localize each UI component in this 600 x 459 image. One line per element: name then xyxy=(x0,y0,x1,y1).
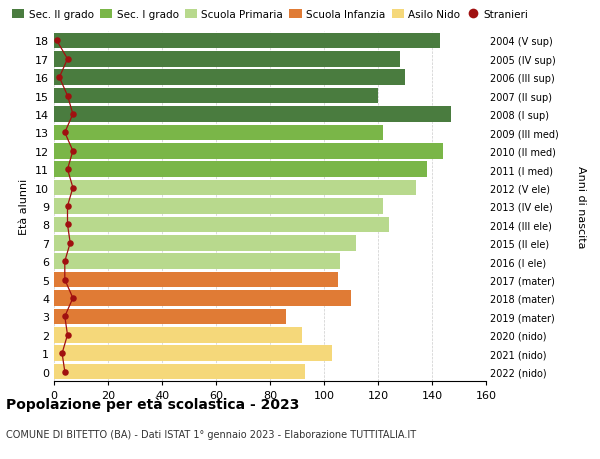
Y-axis label: Anni di nascita: Anni di nascita xyxy=(575,165,586,248)
Text: COMUNE DI BITETTO (BA) - Dati ISTAT 1° gennaio 2023 - Elaborazione TUTTITALIA.IT: COMUNE DI BITETTO (BA) - Dati ISTAT 1° g… xyxy=(6,429,416,439)
Legend: Sec. II grado, Sec. I grado, Scuola Primaria, Scuola Infanzia, Asilo Nido, Stran: Sec. II grado, Sec. I grado, Scuola Prim… xyxy=(12,10,528,20)
Bar xyxy=(54,162,427,178)
Bar xyxy=(54,89,378,104)
Point xyxy=(60,313,70,320)
Bar xyxy=(54,291,351,306)
Text: Popolazione per età scolastica - 2023: Popolazione per età scolastica - 2023 xyxy=(6,397,299,412)
Bar xyxy=(54,107,451,123)
Bar xyxy=(54,144,443,159)
Bar xyxy=(54,70,405,86)
Point xyxy=(68,185,78,192)
Point xyxy=(63,221,72,229)
Point xyxy=(68,148,78,155)
Point xyxy=(68,295,78,302)
Bar xyxy=(54,125,383,141)
Point xyxy=(63,331,72,339)
Bar xyxy=(54,180,416,196)
Point xyxy=(68,111,78,118)
Point xyxy=(60,258,70,265)
Point xyxy=(52,38,62,45)
Bar xyxy=(54,272,337,288)
Point xyxy=(55,74,64,82)
Point xyxy=(65,240,75,247)
Bar xyxy=(54,327,302,343)
Point xyxy=(63,166,72,174)
Point xyxy=(63,56,72,63)
Point xyxy=(60,129,70,137)
Point xyxy=(58,350,67,357)
Bar xyxy=(54,199,383,214)
Bar xyxy=(54,235,356,251)
Bar xyxy=(54,217,389,233)
Bar xyxy=(54,34,440,49)
Point xyxy=(63,93,72,100)
Point xyxy=(60,368,70,375)
Bar xyxy=(54,309,286,325)
Point xyxy=(60,276,70,284)
Y-axis label: Età alunni: Età alunni xyxy=(19,179,29,235)
Point xyxy=(63,203,72,210)
Bar xyxy=(54,346,332,361)
Bar xyxy=(54,52,400,67)
Bar xyxy=(54,254,340,269)
Bar xyxy=(54,364,305,380)
